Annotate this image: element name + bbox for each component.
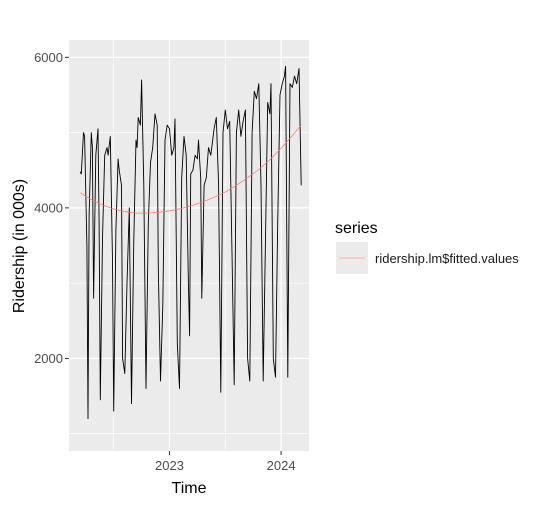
series-lines xyxy=(79,65,302,420)
y-tick-label: 6000 xyxy=(34,50,63,65)
x-tick-label: 2023 xyxy=(155,458,184,473)
legend-label: ridership.lm$fitted.values xyxy=(375,251,519,266)
x-axis-title: Time xyxy=(172,480,207,497)
fitted-values-series-line xyxy=(80,124,302,214)
y-tick-label: 4000 xyxy=(34,200,63,215)
x-tick-label: 2024 xyxy=(267,458,296,473)
plot-panel xyxy=(69,40,309,451)
x-axis: 2023 2024 xyxy=(155,451,296,473)
ridership-series-line xyxy=(79,65,302,420)
legend-title: series xyxy=(335,220,378,237)
legend: series ridership.lm$fitted.values xyxy=(335,220,519,274)
y-axis: 2000 4000 6000 xyxy=(34,50,69,366)
y-axis-title: Ridership (in 000s) xyxy=(11,179,28,313)
y-tick-label: 2000 xyxy=(34,351,63,366)
major-gridlines xyxy=(69,40,309,451)
